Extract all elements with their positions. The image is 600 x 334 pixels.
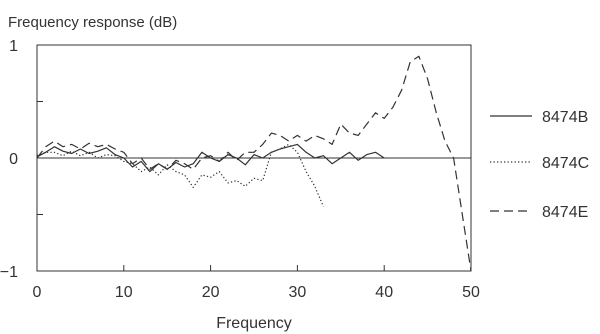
x-tick-label: 40 [375, 284, 393, 301]
x-tick-label: 30 [289, 284, 307, 301]
series-line-8474B [36, 143, 385, 173]
x-axis-label: Frequency [216, 315, 292, 332]
series-line-8474C [36, 143, 324, 207]
legend-label-8474C: 8474C [542, 155, 589, 172]
y-axis-label: Frequency response (dB) [8, 14, 177, 31]
legend-label-8474E: 8474E [542, 204, 588, 221]
x-tick-label: 50 [462, 284, 480, 301]
y-tick-label: −1 [0, 264, 18, 281]
series-line-8474E [36, 55, 472, 272]
y-tick-label: 1 [9, 38, 18, 55]
x-tick-label: 0 [33, 284, 42, 301]
legend: 8474B 8474C 8474E [490, 109, 589, 221]
series-layer [36, 55, 472, 272]
x-tick-label: 20 [202, 284, 220, 301]
legend-label-8474B: 8474B [542, 109, 588, 126]
x-tick-label: 10 [115, 284, 133, 301]
y-tick-label: 0 [9, 151, 18, 168]
